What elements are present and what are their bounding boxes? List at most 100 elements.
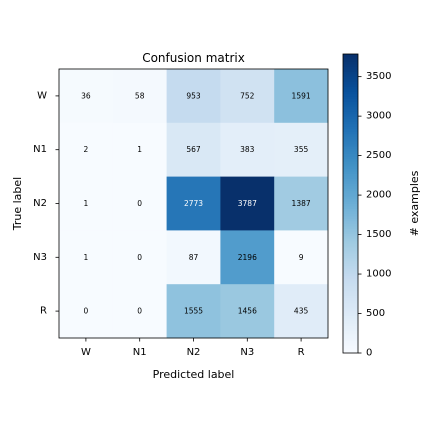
y-tick-label: W	[37, 90, 47, 101]
colorbar-strip	[343, 310, 358, 314]
colorbar-strip	[343, 253, 358, 257]
cell-value-label: 87	[189, 253, 199, 262]
colorbar-strip	[343, 133, 358, 137]
cell-value-label: 1387	[292, 199, 311, 208]
cell-value-label: 0	[137, 199, 142, 208]
colorbar-strip	[343, 308, 358, 312]
colorbar-strip	[343, 98, 358, 102]
colorbar-gradient	[343, 54, 358, 354]
colorbar-strip	[343, 340, 358, 344]
colorbar-strip	[343, 78, 358, 82]
heatmap-cell	[220, 230, 275, 285]
colorbar-strip	[343, 265, 358, 269]
colorbar-strip	[343, 255, 358, 259]
colorbar-strip	[343, 250, 358, 254]
x-axis-ticks: W N1 N2 N3 R	[81, 338, 305, 358]
colorbar-strip	[343, 81, 358, 85]
colorbar-strip	[343, 108, 358, 112]
colorbar-strip	[343, 198, 358, 202]
colorbar-strip	[343, 138, 358, 142]
cell-value-label: 2773	[184, 199, 203, 208]
colorbar-strip	[343, 233, 358, 237]
colorbar-strip	[343, 235, 358, 239]
colorbar-strip	[343, 275, 358, 279]
colorbar-strip	[343, 350, 358, 354]
cell-value-label: 2196	[238, 253, 257, 262]
colorbar-strip	[343, 285, 358, 289]
colorbar-strip	[343, 333, 358, 336]
x-tick-label: N2	[187, 347, 201, 358]
colorbar-strip	[343, 288, 358, 292]
y-axis-ticks: W N1 N2 N3 R	[33, 90, 59, 317]
colorbar-strip	[343, 223, 358, 227]
cell-value-label: 1	[137, 145, 142, 154]
y-tick-label: N1	[33, 144, 47, 155]
colorbar-strip	[343, 96, 358, 100]
heatmap-cells	[59, 69, 329, 339]
colorbar-strip	[343, 220, 358, 224]
colorbar-strip	[343, 91, 358, 95]
y-tick-label: N3	[33, 252, 47, 263]
colorbar-strip	[343, 313, 358, 317]
heatmap-cell	[166, 122, 221, 177]
colorbar-strip	[343, 263, 358, 267]
cell-value-label: 58	[135, 91, 145, 100]
colorbar-strip	[343, 173, 358, 177]
colorbar-ticks: 0 500 1000 1500 2000 2500 3000 3500	[358, 71, 391, 359]
heatmap-cell	[274, 69, 329, 124]
cell-value-label: 752	[240, 91, 255, 100]
colorbar-strip	[343, 295, 358, 299]
cell-value-label: 2	[84, 145, 89, 154]
cell-value-label: 567	[186, 145, 201, 154]
heatmap-cell	[59, 69, 114, 124]
colorbar-strip	[343, 218, 358, 222]
colorbar-strip	[343, 166, 358, 170]
x-tick-label: W	[81, 347, 91, 358]
colorbar-strip	[343, 116, 358, 120]
heatmap-cell	[112, 122, 167, 177]
colorbar-strip	[343, 66, 358, 70]
colorbar-strip	[343, 76, 358, 80]
colorbar-strip	[343, 93, 358, 97]
colorbar-strip	[343, 328, 358, 331]
heatmap-cell-labels: 36 58 953 752 1591 2 1 567 383 355 1 0 2773 3787 1387 1…	[81, 91, 311, 315]
colorbar-strip	[343, 268, 358, 272]
y-axis-label: True label	[11, 177, 24, 231]
colorbar-strip	[343, 191, 358, 194]
colorbar-tick-label: 1500	[366, 229, 391, 240]
heatmap-cell	[59, 176, 114, 231]
colorbar-strip	[343, 58, 358, 62]
colorbar-strip	[343, 338, 358, 341]
colorbar-strip	[343, 143, 358, 147]
colorbar-strip	[343, 163, 358, 167]
heatmap-cell	[220, 176, 275, 231]
cell-value-label: 1555	[184, 307, 203, 316]
colorbar-strip	[343, 131, 358, 135]
colorbar-strip	[343, 193, 358, 197]
colorbar-strip	[343, 210, 358, 214]
colorbar-strip	[343, 156, 358, 160]
colorbar-strip	[343, 215, 358, 219]
colorbar-strip	[343, 63, 358, 67]
colorbar-strip	[343, 123, 358, 127]
colorbar-strip	[343, 83, 358, 87]
colorbar-strip	[343, 61, 358, 65]
x-tick-label: R	[298, 347, 305, 358]
x-axis-label: Predicted label	[153, 368, 235, 381]
colorbar-strip	[343, 121, 358, 125]
cell-value-label: 953	[186, 91, 201, 100]
colorbar-frame	[342, 53, 359, 354]
colorbar-strip	[343, 111, 358, 115]
heatmap-cell	[166, 176, 221, 231]
heatmap-cell	[166, 230, 221, 285]
colorbar-strip	[343, 183, 358, 187]
colorbar-strip	[343, 151, 358, 155]
cell-value-label: 0	[137, 253, 142, 262]
cell-value-label: 0	[137, 307, 142, 316]
colorbar-strip	[343, 56, 358, 60]
colorbar: 0 500 1000 1500 2000 2500 3000 3500 # examples	[342, 53, 421, 359]
cell-value-label: 383	[240, 145, 255, 154]
chart-title: Confusion matrix	[142, 51, 245, 65]
cell-value-label: 0	[84, 307, 89, 316]
colorbar-strip	[343, 176, 358, 179]
